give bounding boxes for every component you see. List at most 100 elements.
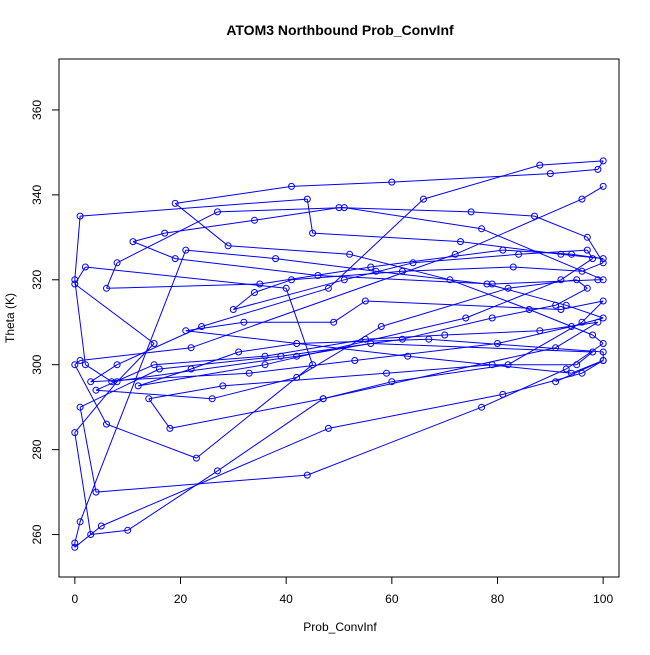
- series-segment: [481, 368, 567, 408]
- series-segment: [217, 398, 324, 472]
- data-point: [219, 382, 227, 390]
- x-tick-label: 60: [385, 592, 399, 606]
- data-point: [87, 531, 95, 538]
- data-point: [546, 170, 554, 178]
- series-segment: [502, 372, 583, 395]
- series-segment: [148, 398, 171, 429]
- series-segment: [90, 364, 118, 383]
- series-segment: [581, 262, 604, 272]
- data-point: [531, 212, 538, 220]
- series-segment: [95, 389, 213, 400]
- series-segment: [116, 343, 155, 383]
- series-segment: [507, 321, 583, 366]
- series-segment: [280, 338, 403, 357]
- series-segment: [354, 343, 498, 361]
- data-point: [568, 250, 575, 258]
- series-segment: [90, 372, 250, 383]
- series-segment: [185, 249, 276, 260]
- data-point: [351, 357, 359, 364]
- data-point: [71, 276, 79, 284]
- x-axis: 0 20 40 60 80 100: [72, 577, 613, 606]
- data-point: [251, 216, 258, 224]
- y-tick-label: 360: [30, 100, 44, 120]
- series-segment: [101, 427, 329, 527]
- plot-frame: [58, 58, 620, 578]
- data-point: [346, 250, 354, 258]
- data-point: [187, 365, 195, 373]
- series-segment: [550, 168, 598, 175]
- data-point: [71, 280, 79, 288]
- y-tick-label: 340: [30, 185, 44, 205]
- data-point: [97, 522, 105, 530]
- data-point: [457, 238, 464, 246]
- data-point: [108, 378, 116, 386]
- series-segment: [444, 330, 540, 336]
- series-segment: [460, 241, 561, 255]
- data-point: [562, 365, 570, 373]
- series-segment: [190, 253, 456, 349]
- data-point: [573, 276, 581, 284]
- series-segment: [85, 364, 113, 383]
- series-segment: [74, 381, 118, 433]
- series-segment: [349, 253, 451, 281]
- y-tick-label: 280: [30, 439, 44, 459]
- data-point: [589, 255, 597, 263]
- data-point: [309, 361, 317, 369]
- data-point: [309, 229, 317, 237]
- series-segment: [232, 292, 255, 310]
- series-segment: [539, 160, 604, 166]
- data-point: [578, 267, 586, 275]
- data-point: [589, 348, 597, 356]
- series-segment: [560, 253, 604, 260]
- data-point: [388, 178, 396, 186]
- data-point: [240, 318, 248, 326]
- data-point: [124, 526, 132, 534]
- series-segment: [154, 355, 266, 366]
- data-point: [361, 335, 369, 343]
- series-segment: [370, 343, 593, 353]
- series-segment: [222, 372, 387, 387]
- series-segment: [502, 249, 572, 255]
- series-segment: [465, 279, 562, 319]
- data-point: [214, 467, 221, 475]
- series-segment: [534, 215, 588, 238]
- series-segment: [233, 279, 345, 310]
- data-point: [340, 276, 348, 284]
- data-point: [599, 157, 607, 165]
- data-point: [462, 314, 470, 322]
- series-segment: [317, 275, 493, 285]
- data-point: [398, 335, 406, 343]
- series-segment: [175, 258, 318, 276]
- data-point: [293, 373, 301, 381]
- data-point: [293, 340, 301, 347]
- data-point: [594, 318, 602, 326]
- data-point: [377, 323, 385, 330]
- data-point: [562, 301, 570, 309]
- data-point: [150, 361, 158, 369]
- data-point: [568, 369, 575, 377]
- data-point: [198, 323, 206, 330]
- series-segment: [106, 423, 197, 459]
- x-tick-label: 100: [593, 592, 613, 606]
- data-point: [76, 403, 84, 411]
- data-point: [599, 297, 607, 305]
- series-segment: [555, 287, 588, 306]
- y-axis-label: Theta (K): [3, 293, 17, 343]
- series-segment: [74, 283, 155, 344]
- data-point: [71, 539, 79, 547]
- data-point: [446, 276, 454, 284]
- series-segment: [254, 279, 292, 293]
- series-segment: [333, 300, 366, 323]
- series-segment: [328, 198, 424, 289]
- data-point: [599, 348, 607, 356]
- data-point: [594, 276, 602, 284]
- data-point: [182, 246, 190, 254]
- y-tick-label: 300: [30, 354, 44, 374]
- series-segment: [555, 321, 599, 349]
- data-point: [182, 327, 190, 335]
- series-segment: [159, 355, 281, 370]
- data-point: [324, 424, 332, 432]
- data-point: [272, 255, 280, 263]
- data-point: [76, 518, 84, 526]
